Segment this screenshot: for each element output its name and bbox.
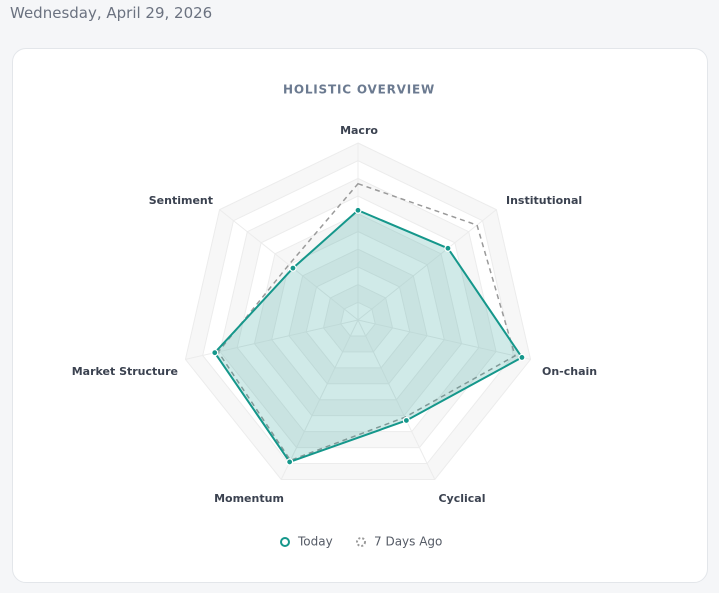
axis-label: On-chain [542,365,597,378]
legend-label[interactable]: Today [297,535,333,549]
spoke [357,319,436,480]
data-point [354,206,362,214]
legend-marker [356,537,366,547]
spoke [357,319,531,360]
data-point [518,353,526,362]
axis-label: Market Structure [72,365,178,378]
data-point [286,458,294,466]
data-point [402,416,410,425]
axis-label: Cyclical [438,492,485,505]
axis-label: Momentum [214,492,284,505]
data-point [211,349,219,357]
series-area [217,182,516,462]
axis-label: Institutional [506,194,582,207]
chart-title: HOLISTIC OVERVIEW [283,83,435,97]
spoke [280,319,359,480]
date: Wednesday, April 29, 2026 [10,4,213,22]
axis-label: Macro [340,124,378,137]
legend-label[interactable]: 7 Days Ago [374,535,442,549]
data-point [289,264,297,272]
legend-marker [280,537,290,547]
axis-label: Sentiment [149,194,213,207]
data-point [444,244,452,252]
spoke [357,209,497,321]
series-area [213,209,524,464]
spoke [219,209,359,321]
